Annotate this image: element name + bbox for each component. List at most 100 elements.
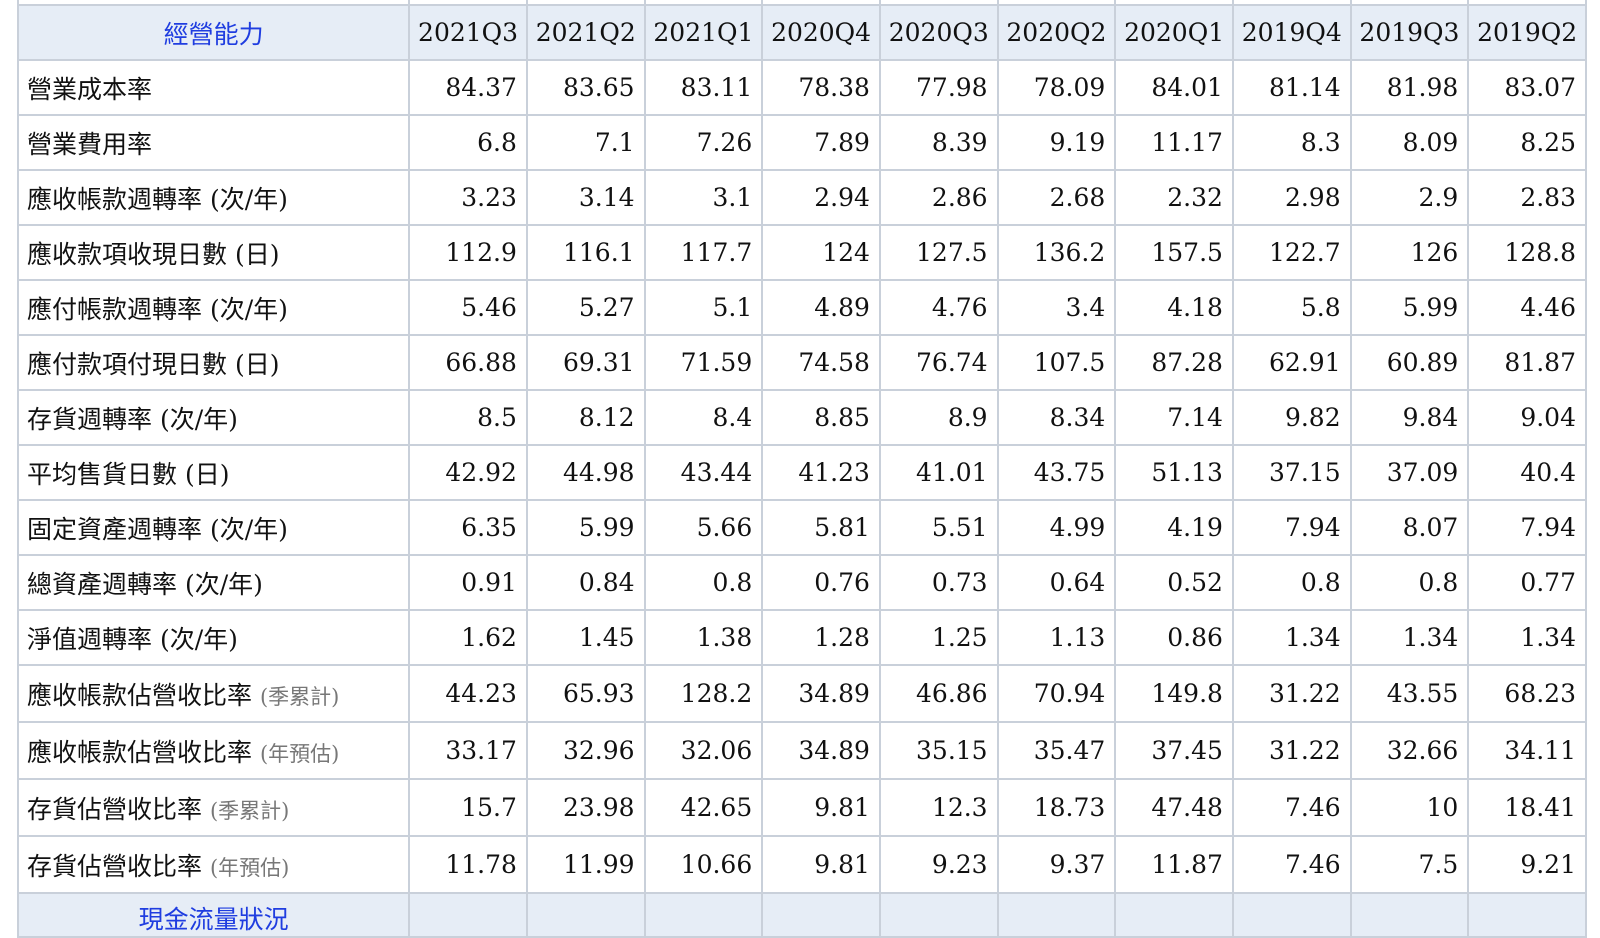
value-cell: 60.89 xyxy=(1349,334,1470,391)
table-row: 營業費用率 6.8 7.1 7.26 7.89 8.39 9.19 11.17 8.3 8.09 8… xyxy=(16,114,1587,171)
column-header: 2019Q4 xyxy=(1231,4,1352,61)
row-label: 應收款項收現日數 (日) xyxy=(27,239,280,269)
section-title-cash-flow[interactable]: 現金流量狀況 xyxy=(16,892,411,938)
value-cell: 35.47 xyxy=(996,721,1117,780)
value-cell: 107.5 xyxy=(996,334,1117,391)
value-cell: 15.7 xyxy=(408,778,528,837)
row-label-cell: 存貨週轉率 (次/年) xyxy=(16,389,411,446)
value-cell: 83.07 xyxy=(1467,59,1587,116)
row-label-cell: 應付帳款週轉率 (次/年) xyxy=(16,279,411,336)
value-cell: 40.4 xyxy=(1467,444,1587,501)
value-cell: 37.45 xyxy=(1114,721,1234,780)
value-cell: 44.23 xyxy=(408,664,528,723)
value-cell: 8.12 xyxy=(525,389,646,446)
value-cell: 8.4 xyxy=(643,389,764,446)
value-cell: 83.11 xyxy=(643,59,764,116)
value-cell: 9.04 xyxy=(1467,389,1587,446)
value-cell: 87.28 xyxy=(1114,334,1234,391)
value-cell: 84.37 xyxy=(408,59,528,116)
value-cell: 31.22 xyxy=(1231,664,1352,723)
table-row: 應收款項收現日數 (日) 112.9 116.1 117.7 124 127.5 136.2… xyxy=(16,224,1587,281)
value-cell: 4.99 xyxy=(996,499,1117,556)
value-cell: 34.11 xyxy=(1467,721,1587,780)
value-cell: 124 xyxy=(761,224,881,281)
column-header: 2021Q2 xyxy=(525,4,646,61)
row-label: 淨值週轉率 (次/年) xyxy=(27,624,238,654)
table-row: 應收帳款佔營收比率 (季累計) 44.23 65.93 128.2 34.89 46.86… xyxy=(16,664,1587,723)
footer-cell xyxy=(525,892,646,938)
value-cell: 33.17 xyxy=(408,721,528,780)
value-cell: 3.23 xyxy=(408,169,528,226)
value-cell: 9.37 xyxy=(996,835,1117,894)
value-cell: 8.39 xyxy=(878,114,999,171)
value-cell: 2.68 xyxy=(996,169,1117,226)
value-cell: 4.19 xyxy=(1114,499,1234,556)
value-cell: 7.46 xyxy=(1231,778,1352,837)
table-row: 淨值週轉率 (次/年) 1.62 1.45 1.38 1.28 1.25 1.13 0.86 1… xyxy=(16,609,1587,666)
value-cell: 9.23 xyxy=(878,835,999,894)
section-title-operating-capability[interactable]: 經營能力 xyxy=(16,4,411,61)
value-cell: 78.38 xyxy=(761,59,881,116)
row-label-cell: 應付款項付現日數 (日) xyxy=(16,334,411,391)
value-cell: 2.83 xyxy=(1467,169,1587,226)
value-cell: 1.38 xyxy=(643,609,764,666)
value-cell: 3.1 xyxy=(643,169,764,226)
value-cell: 2.86 xyxy=(878,169,999,226)
top-strip-cell xyxy=(1114,0,1234,6)
value-cell: 65.93 xyxy=(525,664,646,723)
value-cell: 0.86 xyxy=(1114,609,1234,666)
value-cell: 112.9 xyxy=(408,224,528,281)
value-cell: 31.22 xyxy=(1231,721,1352,780)
row-label: 應收帳款週轉率 (次/年) xyxy=(27,184,288,214)
value-cell: 6.8 xyxy=(408,114,528,171)
value-cell: 7.14 xyxy=(1114,389,1234,446)
value-cell: 69.31 xyxy=(525,334,646,391)
value-cell: 8.34 xyxy=(996,389,1117,446)
table-row: 應付款項付現日數 (日) 66.88 69.31 71.59 74.58 76.74 107… xyxy=(16,334,1587,391)
value-cell: 1.45 xyxy=(525,609,646,666)
value-cell: 1.34 xyxy=(1349,609,1470,666)
value-cell: 41.01 xyxy=(878,444,999,501)
value-cell: 10 xyxy=(1349,778,1470,837)
row-label-note: (季累計) xyxy=(209,798,290,823)
value-cell: 4.76 xyxy=(878,279,999,336)
value-cell: 4.18 xyxy=(1114,279,1234,336)
row-label: 應收帳款佔營收比率 xyxy=(27,680,253,710)
row-label: 存貨佔營收比率 xyxy=(27,794,203,824)
value-cell: 1.34 xyxy=(1231,609,1352,666)
value-cell: 43.44 xyxy=(643,444,764,501)
value-cell: 4.46 xyxy=(1467,279,1587,336)
column-header: 2019Q3 xyxy=(1349,4,1470,61)
top-strip-cell xyxy=(643,0,764,6)
footer-cell xyxy=(996,892,1117,938)
value-cell: 18.41 xyxy=(1467,778,1587,837)
value-cell: 32.96 xyxy=(525,721,646,780)
value-cell: 32.66 xyxy=(1349,721,1470,780)
value-cell: 43.75 xyxy=(996,444,1117,501)
column-header: 2019Q2 xyxy=(1467,4,1587,61)
value-cell: 35.15 xyxy=(878,721,999,780)
value-cell: 7.46 xyxy=(1231,835,1352,894)
value-cell: 46.86 xyxy=(878,664,999,723)
column-header: 2020Q1 xyxy=(1114,4,1234,61)
value-cell: 9.19 xyxy=(996,114,1117,171)
value-cell: 8.5 xyxy=(408,389,528,446)
top-strip-cell xyxy=(878,0,999,6)
value-cell: 12.3 xyxy=(878,778,999,837)
operating-capability-table: 經營能力 2021Q3 2021Q2 2021Q1 2020Q4 2020Q3 2020Q… xyxy=(16,0,1587,938)
row-label: 固定資產週轉率 (次/年) xyxy=(27,514,288,544)
value-cell: 4.89 xyxy=(761,279,881,336)
row-label-cell: 平均售貨日數 (日) xyxy=(16,444,411,501)
value-cell: 126 xyxy=(1349,224,1470,281)
next-section-header-row: 現金流量狀況 xyxy=(16,892,1587,938)
value-cell: 8.25 xyxy=(1467,114,1587,171)
value-cell: 74.58 xyxy=(761,334,881,391)
row-label-cell: 存貨佔營收比率 (季累計) xyxy=(16,778,411,837)
value-cell: 0.84 xyxy=(525,554,646,611)
value-cell: 157.5 xyxy=(1114,224,1234,281)
value-cell: 81.98 xyxy=(1349,59,1470,116)
table-row: 應付帳款週轉率 (次/年) 5.46 5.27 5.1 4.89 4.76 3.4 4.18 5… xyxy=(16,279,1587,336)
value-cell: 9.82 xyxy=(1231,389,1352,446)
value-cell: 1.25 xyxy=(878,609,999,666)
top-strip-cell xyxy=(1231,0,1352,6)
